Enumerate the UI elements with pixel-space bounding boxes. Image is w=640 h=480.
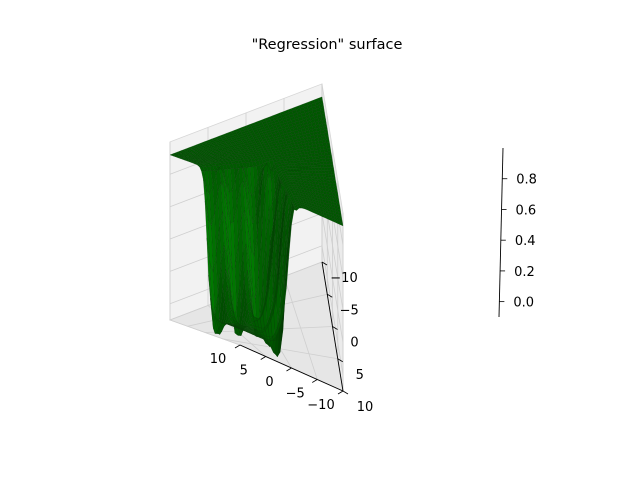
x-tick-label: 0	[265, 375, 273, 390]
x-tick	[234, 344, 241, 349]
y-tick-label: 10	[357, 400, 374, 415]
z-tick-label: 0.8	[516, 173, 537, 188]
x-tick-label: 10	[210, 352, 227, 367]
x-tick-label: 5	[240, 364, 248, 379]
x-tick	[312, 379, 318, 383]
z-axis-line	[498, 147, 504, 318]
x-tick	[337, 390, 344, 395]
chart-title: "Regression" surface	[252, 37, 403, 53]
z-tick-label: 0.4	[515, 234, 536, 249]
x-tick	[260, 356, 266, 360]
y-tick	[321, 261, 328, 266]
z-tick-label: 0.6	[516, 203, 537, 218]
z-tick-label: 0.0	[513, 296, 534, 311]
z-tick-label: 0.2	[514, 265, 535, 280]
y-tick	[342, 390, 349, 395]
y-tick-label: 5	[356, 368, 364, 383]
regression-surface	[169, 96, 344, 358]
y-tick	[337, 358, 343, 363]
y-tick-label: −5	[340, 303, 359, 318]
x-tick-label: −10	[307, 398, 334, 413]
y-tick	[327, 293, 333, 298]
y-tick-label: 0	[350, 336, 358, 351]
surface-facet	[238, 328, 243, 331]
y-tick	[332, 326, 338, 330]
y-tick-label: −10	[330, 271, 357, 286]
x-tick-label: −5	[286, 387, 305, 402]
x-tick	[286, 367, 292, 372]
